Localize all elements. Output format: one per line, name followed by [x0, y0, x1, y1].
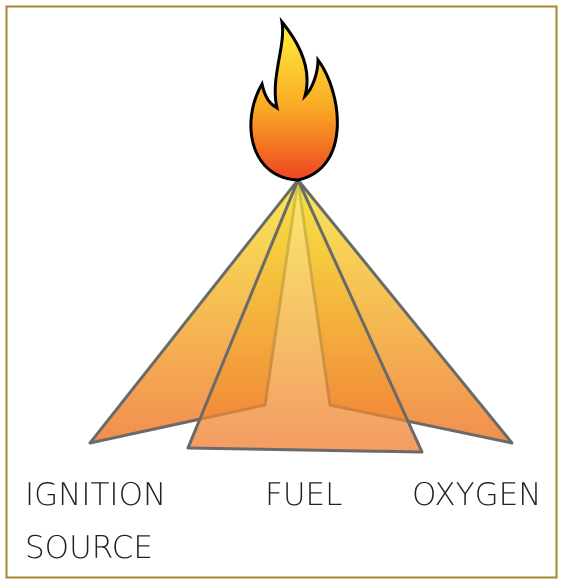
label: OXYGEN [412, 477, 541, 513]
diagram: IGNITION SOURCE FUEL OXYGEN [0, 0, 566, 584]
label: FUEL [265, 477, 342, 513]
label: SOURCE [25, 530, 153, 566]
label: IGNITION [25, 477, 166, 513]
